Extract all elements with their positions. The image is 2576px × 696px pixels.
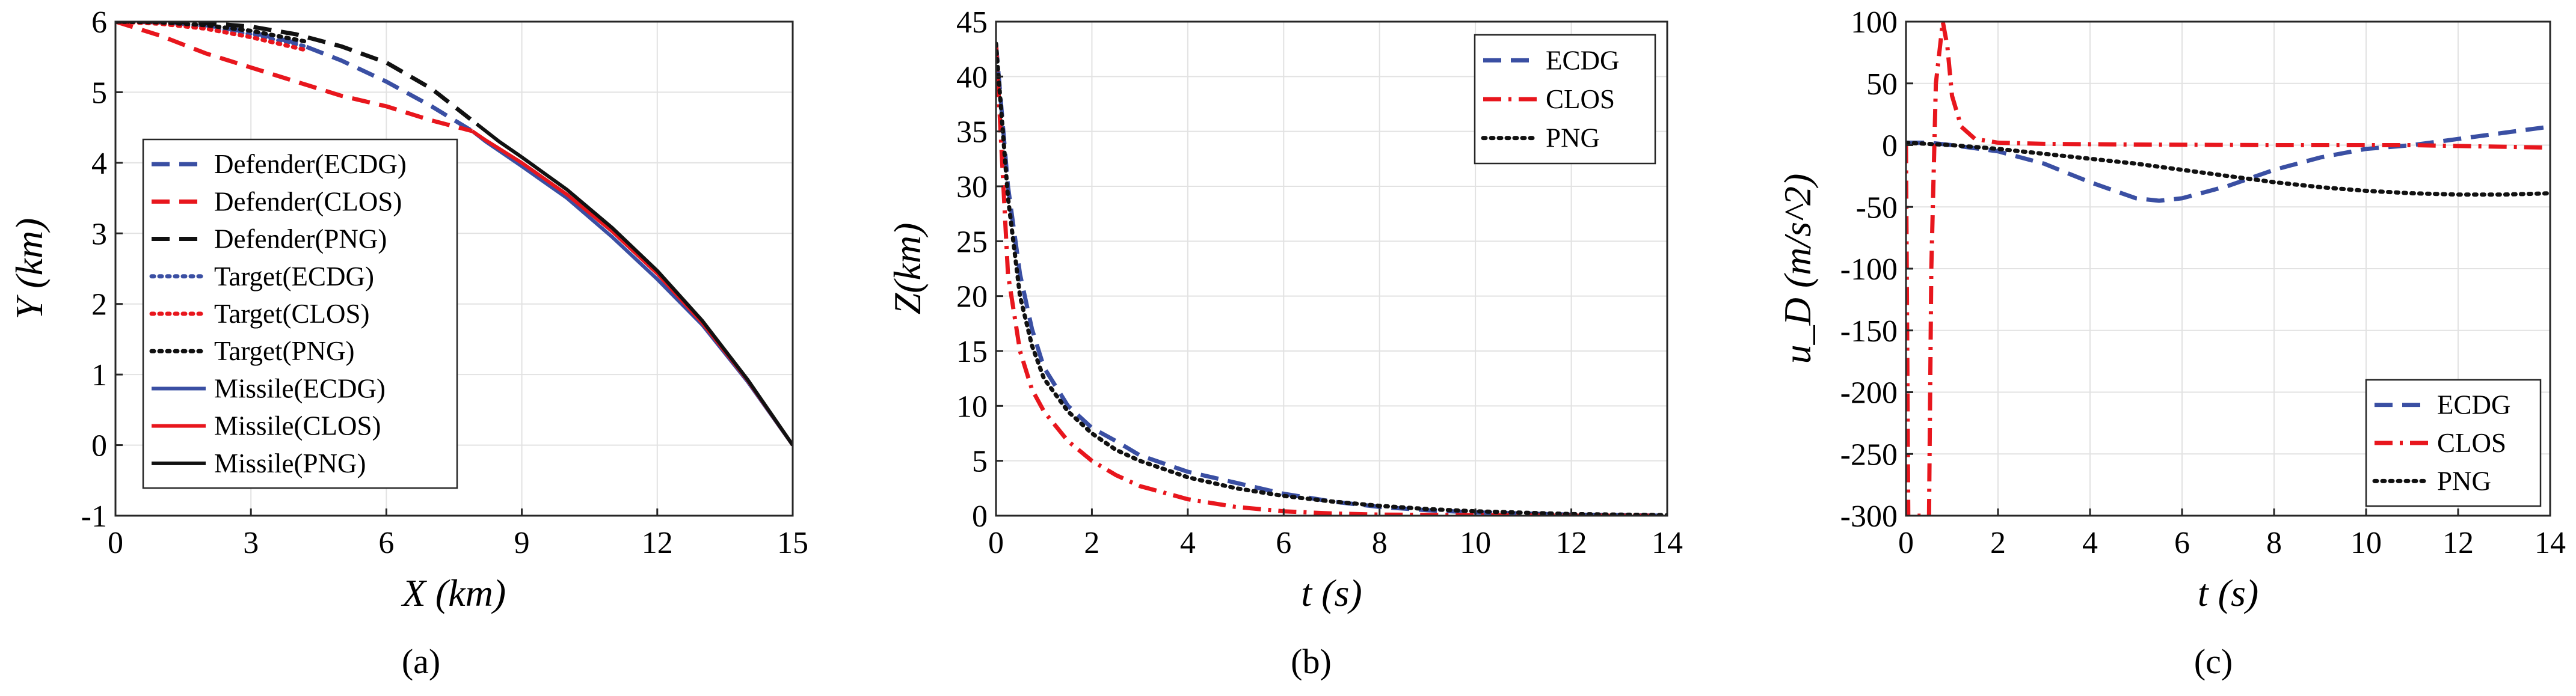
y-tick-label: 0 <box>1882 129 1898 163</box>
legend-label: CLOS <box>1546 84 1615 114</box>
y-tick-label: 45 <box>956 5 988 40</box>
plot-area <box>115 22 793 447</box>
x-tick-label: 15 <box>777 526 808 560</box>
legend: ECDG CLOS PNG <box>1474 34 1656 165</box>
legend-label: Defender(ECDG) <box>214 149 407 179</box>
y-tick-label: -300 <box>1840 499 1898 534</box>
series-line-missile-png <box>475 122 793 447</box>
x-tick-label: 12 <box>1556 526 1587 560</box>
legend: Defender(ECDG) Defender(CLOS) Defender(PNG… <box>142 138 458 489</box>
x-tick-label: 4 <box>1180 526 1196 560</box>
y-axis-label: u_D (m/s^2) <box>1776 174 1819 364</box>
panel-caption: (b) <box>1291 642 1332 681</box>
y-tick-label: 2 <box>91 288 107 322</box>
series-line-missile-clos <box>471 129 793 447</box>
x-tick-label: 6 <box>2174 526 2190 560</box>
plot-area <box>1906 22 2550 516</box>
axes-frame <box>995 20 1668 517</box>
x-tick-label: 4 <box>2082 526 2098 560</box>
x-axis-label: t (s) <box>2198 572 2258 614</box>
legend-label: PNG <box>2437 466 2491 496</box>
x-tick-label: 10 <box>1460 526 1491 560</box>
y-tick-label: -250 <box>1840 438 1898 472</box>
legend-label: PNG <box>1546 123 1600 153</box>
y-tick-label: 4 <box>91 147 107 181</box>
x-tick-label: 14 <box>1652 526 1683 560</box>
y-tick-label: 5 <box>91 76 107 110</box>
series-line-missile-ecdg <box>471 129 793 447</box>
legend-label: Target(ECDG) <box>214 261 374 292</box>
series-line-defender-png <box>115 22 478 126</box>
x-tick-label: 6 <box>1276 526 1291 560</box>
y-tick-label: -150 <box>1840 314 1898 349</box>
x-tick-label: 14 <box>2535 526 2566 560</box>
y-tick-label: 25 <box>956 225 988 259</box>
y-tick-label: 0 <box>972 499 988 534</box>
series-line-ecdg <box>1906 124 2550 203</box>
x-tick-label: 12 <box>2442 526 2474 560</box>
y-tick-label: 20 <box>956 280 988 314</box>
x-tick-label: 3 <box>243 526 259 560</box>
series-line-clos <box>1906 22 2550 516</box>
x-tick-label: 8 <box>1372 526 1388 560</box>
legend-box <box>142 138 458 489</box>
legend-label: CLOS <box>2437 428 2506 458</box>
legend-label: Missile(CLOS) <box>214 411 381 441</box>
legend-box <box>1474 34 1656 165</box>
x-axis-label: t (s) <box>1301 572 1362 614</box>
y-tick-label: -1 <box>81 499 107 534</box>
legend: ECDG CLOS PNG <box>2365 379 2542 507</box>
legend-box <box>2365 379 2542 507</box>
legend-label: Defender(CLOS) <box>214 186 402 216</box>
legend-label: Missile(PNG) <box>214 448 366 478</box>
y-tick-label: 6 <box>91 5 107 40</box>
panel-caption: (a) <box>402 642 440 681</box>
x-tick-label: 12 <box>642 526 673 560</box>
legend-label: Target(PNG) <box>214 336 354 366</box>
series-line-png <box>1906 140 2550 197</box>
x-tick-label: 2 <box>1084 526 1099 560</box>
x-axis-label: X (km) <box>401 572 506 614</box>
y-tick-label: 50 <box>1866 67 1898 102</box>
y-axis-label: Y (km) <box>8 218 51 320</box>
y-tick-label: 15 <box>956 335 988 369</box>
y-tick-label: 40 <box>956 60 988 94</box>
panel-c: 0 2 4 6 8 10 12 14 -300 -250 -200 -150 -100 -50 0 50 100… <box>1776 5 2566 681</box>
x-tick-label: 0 <box>1898 526 1914 560</box>
legend-label: ECDG <box>2437 390 2511 420</box>
x-tick-label: 10 <box>2350 526 2382 560</box>
x-tick-label: 6 <box>378 526 394 560</box>
x-tick-label: 9 <box>514 526 530 560</box>
panel-b: 0 2 4 6 8 10 12 14 0 5 10 15 20 25 30 35 40 45 t (s) Z(km) E… <box>886 5 1683 681</box>
legend-label: ECDG <box>1546 45 1620 75</box>
x-tick-label: 0 <box>108 526 123 560</box>
y-tick-label: -50 <box>1856 191 1898 225</box>
y-tick-label: -100 <box>1840 252 1898 287</box>
axes-frame <box>114 20 794 517</box>
y-tick-label: 1 <box>91 358 107 392</box>
x-tick-label: 8 <box>2266 526 2282 560</box>
y-axis-label: Z(km) <box>886 223 929 315</box>
y-tick-label: 5 <box>972 445 988 479</box>
y-tick-label: 0 <box>91 429 107 463</box>
legend-label: Missile(ECDG) <box>214 373 386 403</box>
y-tick-label: 35 <box>956 115 988 150</box>
x-tick-label: 2 <box>1990 526 2006 560</box>
legend-label: Defender(PNG) <box>214 224 387 254</box>
legend-label: Target(CLOS) <box>214 299 369 329</box>
y-tick-label: 30 <box>956 170 988 204</box>
y-tick-label: -200 <box>1840 376 1898 411</box>
x-tick-label: 0 <box>988 526 1004 560</box>
series-line-png <box>996 41 1667 516</box>
y-tick-label: 10 <box>956 389 988 424</box>
y-tick-label: 3 <box>91 217 107 251</box>
series-line-defender-clos <box>115 22 473 133</box>
panel-caption: (c) <box>2194 642 2233 681</box>
y-tick-label: 100 <box>1851 5 1898 40</box>
